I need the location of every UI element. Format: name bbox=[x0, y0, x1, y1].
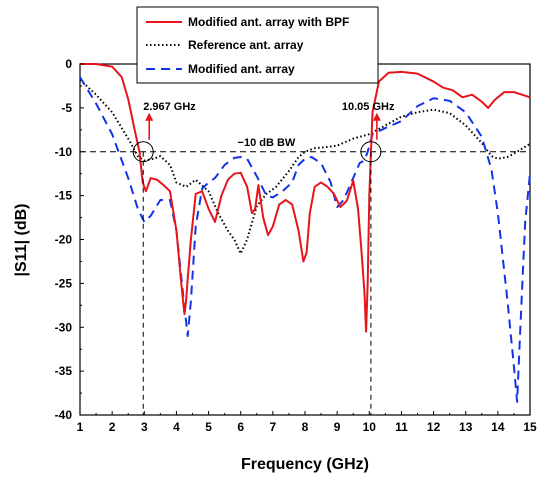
x-tick-label: 7 bbox=[270, 420, 277, 434]
marker-circle-high bbox=[360, 141, 382, 163]
x-tick-label: 1 bbox=[77, 420, 84, 434]
x-tick-label: 4 bbox=[173, 420, 180, 434]
x-tick-label: 10 bbox=[363, 420, 377, 434]
legend-label-modified: Modified ant. array bbox=[188, 62, 295, 76]
legend-label-bpf: Modified ant. array with BPF bbox=[188, 15, 349, 29]
series-line-reference bbox=[79, 79, 531, 255]
series-layer bbox=[79, 63, 531, 403]
y-tick-label: -15 bbox=[55, 189, 73, 203]
legend: Modified ant. array with BPF Reference a… bbox=[136, 6, 379, 84]
y-axis-title: |S11| (dB) bbox=[13, 204, 30, 277]
x-tick-label: 6 bbox=[237, 420, 244, 434]
marker-arrowhead-high bbox=[372, 112, 381, 121]
annotation-layer: 2.967 GHz 10.05 GHz −10 dB BW bbox=[132, 101, 395, 415]
marker-label-high: 10.05 GHz bbox=[342, 101, 395, 113]
x-tick-label: 9 bbox=[334, 420, 341, 434]
x-tick-label: 12 bbox=[427, 420, 441, 434]
y-tick-label: -30 bbox=[55, 320, 73, 334]
marker-circle-low bbox=[132, 141, 154, 163]
y-tick-label: -20 bbox=[55, 233, 73, 247]
x-axis-title: Frequency (GHz) bbox=[241, 456, 369, 473]
x-tick-label: 11 bbox=[395, 420, 408, 434]
x-tick-label: 2 bbox=[109, 420, 116, 434]
marker-label-low: 2.967 GHz bbox=[143, 101, 196, 113]
x-tick-label: 13 bbox=[459, 420, 473, 434]
series-line-bpf bbox=[80, 63, 531, 333]
x-tick-label: 14 bbox=[491, 420, 505, 434]
ticks-layer: 1 2 3 4 5 6 7 8 9 10 11 12 13 14 150-5-10-15-20-25-30-… bbox=[55, 57, 537, 434]
legend-label-reference: Reference ant. array bbox=[188, 38, 304, 52]
y-tick-label: -40 bbox=[55, 408, 73, 422]
x-tick-label: 8 bbox=[302, 420, 309, 434]
y-tick-label: -35 bbox=[55, 364, 73, 378]
x-tick-label: 5 bbox=[205, 420, 212, 434]
legend-box bbox=[136, 6, 379, 84]
x-tick-label: 3 bbox=[141, 420, 148, 434]
y-tick-label: -10 bbox=[55, 145, 73, 159]
y-tick-label: -5 bbox=[61, 101, 72, 115]
y-tick-label: -25 bbox=[55, 276, 73, 290]
y-tick-label: 0 bbox=[65, 57, 72, 71]
series-line-modified bbox=[79, 76, 531, 403]
reference-line-label: −10 dB BW bbox=[238, 137, 296, 149]
x-tick-label: 15 bbox=[523, 420, 537, 434]
marker-arrowhead-low bbox=[145, 112, 154, 121]
